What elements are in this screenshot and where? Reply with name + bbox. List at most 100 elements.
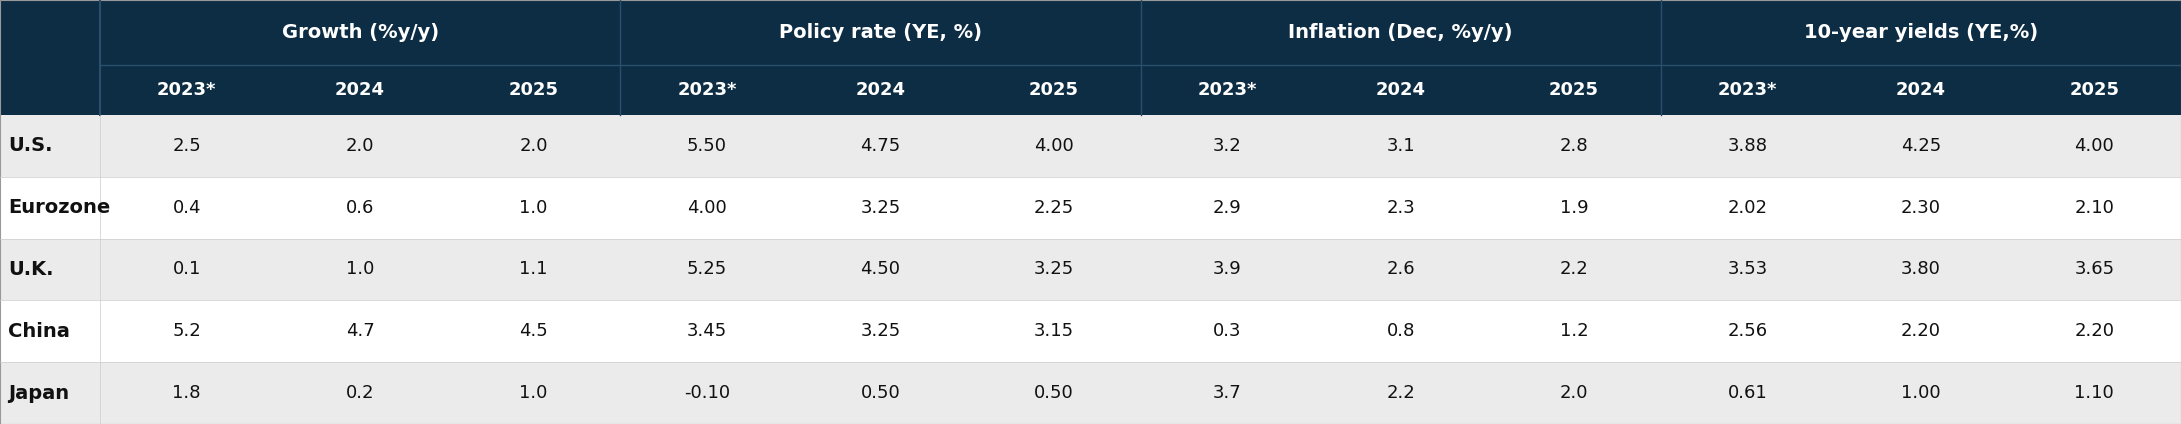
Text: 2023*: 2023* xyxy=(678,81,737,99)
Text: 2.6: 2.6 xyxy=(1387,260,1415,279)
Text: 5.25: 5.25 xyxy=(687,260,726,279)
Bar xyxy=(1141,65,1313,115)
Bar xyxy=(794,177,966,239)
Text: 2024: 2024 xyxy=(1895,81,1945,99)
Text: 2024: 2024 xyxy=(1376,81,1426,99)
Text: 3.7: 3.7 xyxy=(1213,384,1241,402)
Text: 4.00: 4.00 xyxy=(1034,137,1073,155)
Bar xyxy=(966,362,1141,424)
Text: 3.9: 3.9 xyxy=(1213,260,1241,279)
Bar xyxy=(1834,239,2007,300)
Text: 0.2: 0.2 xyxy=(347,384,375,402)
Text: Inflation (Dec, %y/y): Inflation (Dec, %y/y) xyxy=(1289,23,1514,42)
Bar xyxy=(447,177,619,239)
Bar xyxy=(100,300,273,362)
Text: 3.15: 3.15 xyxy=(1034,322,1073,340)
Bar xyxy=(794,239,966,300)
Text: Growth (%y/y): Growth (%y/y) xyxy=(281,23,438,42)
Bar xyxy=(100,65,273,115)
Bar xyxy=(447,300,619,362)
Text: 3.25: 3.25 xyxy=(859,322,901,340)
Bar xyxy=(1834,115,2007,177)
Text: 1.2: 1.2 xyxy=(1559,322,1588,340)
Bar xyxy=(966,177,1141,239)
Bar xyxy=(0,65,100,115)
Text: 10-year yields (YE,%): 10-year yields (YE,%) xyxy=(1804,23,2037,42)
Text: 1.0: 1.0 xyxy=(347,260,375,279)
Bar xyxy=(1141,362,1313,424)
Text: 5.2: 5.2 xyxy=(172,322,201,340)
Bar xyxy=(100,362,273,424)
Text: 2.20: 2.20 xyxy=(2074,322,2113,340)
Text: 3.25: 3.25 xyxy=(1034,260,1073,279)
Bar xyxy=(966,115,1141,177)
Text: 2.2: 2.2 xyxy=(1559,260,1588,279)
Text: 2023*: 2023* xyxy=(1719,81,1778,99)
Text: 3.45: 3.45 xyxy=(687,322,726,340)
Text: 2.2: 2.2 xyxy=(1387,384,1415,402)
Bar xyxy=(1141,300,1313,362)
Bar xyxy=(0,239,100,300)
Text: 2025: 2025 xyxy=(508,81,558,99)
Bar xyxy=(0,0,100,65)
Text: 2.5: 2.5 xyxy=(172,137,201,155)
Text: 2025: 2025 xyxy=(2070,81,2120,99)
Text: 3.80: 3.80 xyxy=(1902,260,1941,279)
Bar xyxy=(273,362,447,424)
Text: 2.10: 2.10 xyxy=(2074,199,2113,217)
Bar xyxy=(1313,65,1487,115)
Bar xyxy=(2007,362,2181,424)
Bar xyxy=(1834,362,2007,424)
Text: 3.1: 3.1 xyxy=(1387,137,1415,155)
Bar xyxy=(619,115,794,177)
Text: 1.0: 1.0 xyxy=(519,384,547,402)
Bar xyxy=(1834,300,2007,362)
Text: 2025: 2025 xyxy=(1549,81,1599,99)
Text: 1.9: 1.9 xyxy=(1559,199,1588,217)
Text: 2023*: 2023* xyxy=(157,81,216,99)
Text: 2.0: 2.0 xyxy=(347,137,375,155)
Bar xyxy=(1660,300,1834,362)
Text: -0.10: -0.10 xyxy=(685,384,731,402)
Text: 2.25: 2.25 xyxy=(1034,199,1073,217)
Bar xyxy=(1313,300,1487,362)
Bar xyxy=(1660,65,1834,115)
Text: China: China xyxy=(9,322,70,341)
Text: 0.50: 0.50 xyxy=(1034,384,1073,402)
Text: 5.50: 5.50 xyxy=(687,137,726,155)
Text: 2.0: 2.0 xyxy=(519,137,547,155)
Bar xyxy=(2007,300,2181,362)
Bar xyxy=(619,65,794,115)
Bar xyxy=(2007,177,2181,239)
Text: Eurozone: Eurozone xyxy=(9,198,111,217)
Bar xyxy=(1313,115,1487,177)
Text: 2025: 2025 xyxy=(1029,81,1080,99)
Bar xyxy=(1141,115,1313,177)
Text: 3.25: 3.25 xyxy=(859,199,901,217)
Bar xyxy=(1487,239,1660,300)
Text: 2.9: 2.9 xyxy=(1213,199,1241,217)
Text: 2.02: 2.02 xyxy=(1727,199,1767,217)
Bar xyxy=(966,300,1141,362)
Text: 0.4: 0.4 xyxy=(172,199,201,217)
Bar xyxy=(1660,177,1834,239)
Bar xyxy=(1313,362,1487,424)
Bar xyxy=(1141,177,1313,239)
Bar xyxy=(1313,239,1487,300)
Text: 3.88: 3.88 xyxy=(1727,137,1767,155)
Bar xyxy=(1660,239,1834,300)
Text: 1.00: 1.00 xyxy=(1902,384,1941,402)
Text: 2024: 2024 xyxy=(855,81,905,99)
Bar xyxy=(2007,115,2181,177)
Bar xyxy=(794,115,966,177)
Bar xyxy=(1834,65,2007,115)
Bar xyxy=(619,177,794,239)
Text: 0.50: 0.50 xyxy=(861,384,901,402)
Text: 3.65: 3.65 xyxy=(2074,260,2113,279)
Bar xyxy=(0,115,100,177)
Bar xyxy=(1660,0,2181,65)
Bar xyxy=(100,0,619,65)
Bar xyxy=(0,300,100,362)
Text: 4.75: 4.75 xyxy=(859,137,901,155)
Text: U.K.: U.K. xyxy=(9,260,55,279)
